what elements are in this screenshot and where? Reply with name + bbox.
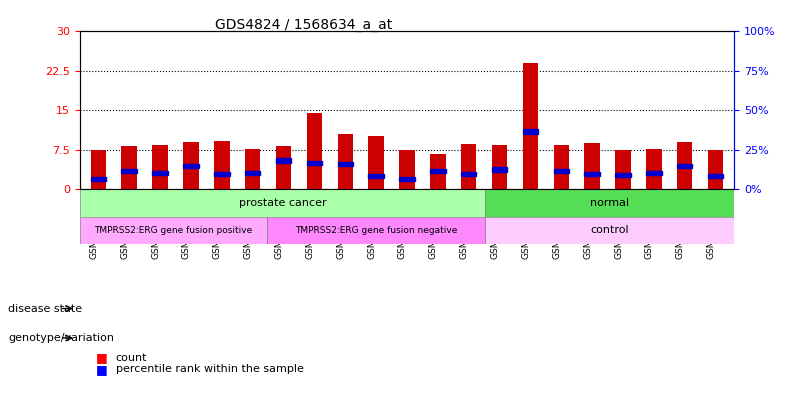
Bar [584, 143, 600, 189]
Text: control: control [591, 225, 629, 235]
FancyBboxPatch shape [485, 217, 734, 244]
Bar [677, 163, 693, 168]
Bar [152, 145, 168, 189]
Bar [276, 146, 291, 189]
Bar [306, 161, 322, 165]
Bar [615, 173, 630, 177]
Text: GDS4824 / 1568634_a_at: GDS4824 / 1568634_a_at [215, 18, 392, 32]
Bar [184, 163, 199, 168]
Bar [554, 169, 569, 173]
Bar [399, 177, 415, 181]
Text: count: count [116, 353, 147, 363]
Bar [214, 141, 230, 189]
Bar [646, 149, 662, 189]
Text: genotype/variation: genotype/variation [8, 333, 114, 343]
Bar [708, 150, 723, 189]
Bar [492, 145, 508, 189]
Bar [214, 172, 230, 176]
Bar [245, 171, 260, 175]
Bar [492, 167, 508, 172]
Bar [430, 154, 445, 189]
Bar [184, 142, 199, 189]
Bar [276, 158, 291, 163]
Text: disease state: disease state [8, 303, 82, 314]
Bar [91, 177, 106, 181]
Bar [554, 145, 569, 189]
Bar [646, 171, 662, 175]
Text: TMPRSS2:ERG gene fusion negative: TMPRSS2:ERG gene fusion negative [294, 226, 457, 235]
Bar [399, 150, 415, 189]
Bar [121, 146, 137, 189]
Text: ■: ■ [96, 351, 108, 364]
Text: ■: ■ [96, 363, 108, 376]
Text: TMPRSS2:ERG gene fusion positive: TMPRSS2:ERG gene fusion positive [94, 226, 252, 235]
Bar [245, 149, 260, 189]
Bar [306, 113, 322, 189]
Bar [677, 142, 693, 189]
FancyBboxPatch shape [80, 217, 267, 244]
Bar [152, 171, 168, 175]
FancyBboxPatch shape [80, 189, 485, 217]
Text: percentile rank within the sample: percentile rank within the sample [116, 364, 303, 375]
Bar [461, 172, 476, 176]
Bar [523, 63, 538, 189]
Text: normal: normal [590, 198, 629, 208]
Bar [430, 169, 445, 173]
FancyBboxPatch shape [267, 217, 485, 244]
Bar [523, 129, 538, 134]
Bar [121, 169, 137, 173]
Bar [91, 150, 106, 189]
Text: prostate cancer: prostate cancer [239, 198, 326, 208]
Bar [369, 136, 384, 189]
Bar [338, 134, 353, 189]
FancyBboxPatch shape [485, 189, 734, 217]
Bar [708, 174, 723, 178]
Bar [615, 151, 630, 189]
Bar [369, 174, 384, 178]
Bar [461, 144, 476, 189]
Bar [338, 162, 353, 166]
Bar [584, 172, 600, 176]
